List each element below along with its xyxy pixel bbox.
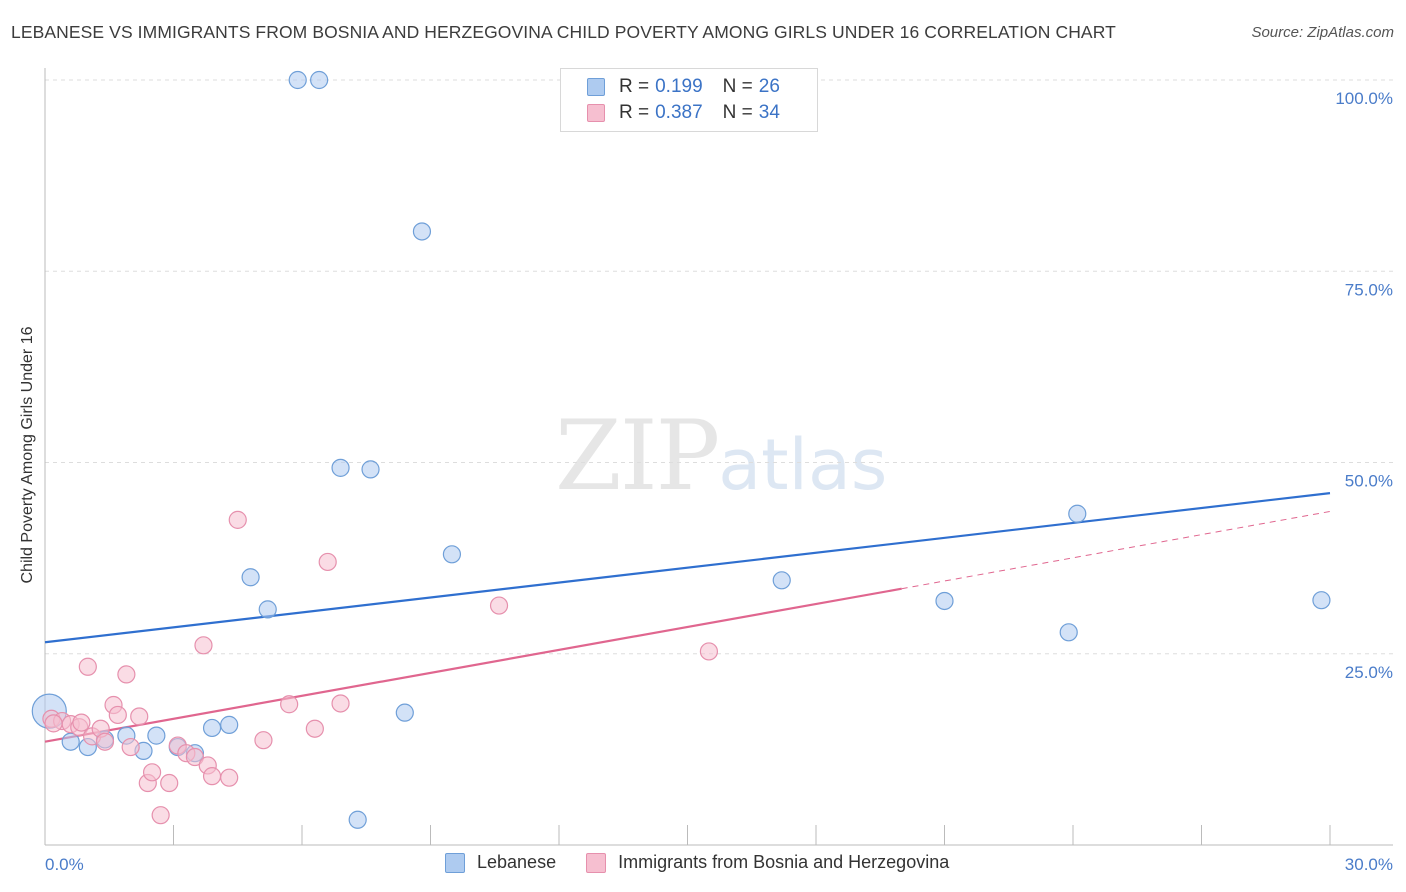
point-bosnia xyxy=(185,747,205,767)
legend-swatch-pink xyxy=(587,104,605,122)
trend-line-bosnia xyxy=(44,587,902,743)
point-bosnia xyxy=(95,732,115,751)
point-bosnia xyxy=(108,705,127,725)
legend-r-label: R = xyxy=(619,102,650,123)
legend-row-bosnia: R = 0.387 N = 34 xyxy=(587,101,780,125)
y-tick-label: 75.0% xyxy=(1345,280,1393,299)
trend-line-lebanese xyxy=(44,492,1331,644)
point-bosnia xyxy=(117,665,136,684)
chart-title: LEBANESE VS IMMIGRANTS FROM BOSNIA AND H… xyxy=(11,22,1116,42)
point-lebanese xyxy=(1068,504,1087,523)
tick-labels: 25.0% 50.0% 75.0% 100.0% 0.0% 30.0% xyxy=(45,89,1393,874)
point-bosnia xyxy=(318,552,337,572)
axes xyxy=(44,68,1393,846)
point-bosnia xyxy=(254,731,273,750)
point-lebanese xyxy=(442,545,462,564)
legend-n-label: N = xyxy=(722,76,753,97)
trend-lines xyxy=(44,492,1331,743)
point-lebanese xyxy=(1312,591,1331,610)
source-label: Source: ZipAtlas.com xyxy=(1251,24,1394,41)
point-lebanese xyxy=(147,726,166,745)
point-bosnia xyxy=(121,737,140,757)
x-tick-label: 0.0% xyxy=(45,855,84,874)
legend-swatch-pink xyxy=(586,852,607,873)
trend-line-bosnia-extension xyxy=(901,510,1331,590)
point-lebanese xyxy=(258,600,277,619)
y-tick-label: 50.0% xyxy=(1345,472,1393,491)
point-bosnia xyxy=(72,713,91,732)
point-bosnia xyxy=(194,636,213,655)
point-bosnia xyxy=(44,714,63,733)
point-bosnia xyxy=(160,773,179,793)
legend-row-lebanese: R = 0.199 N = 26 xyxy=(587,75,780,99)
legend-label-lebanese: Lebanese xyxy=(477,852,557,872)
point-lebanese xyxy=(348,810,367,829)
y-tick-label: 100.0% xyxy=(1335,89,1393,108)
legend-n-label: N = xyxy=(722,102,753,123)
point-lebanese xyxy=(395,703,414,722)
point-bosnia xyxy=(130,707,149,726)
legend-label-bosnia: Immigrants from Bosnia and Herzegovina xyxy=(618,852,950,872)
point-lebanese xyxy=(288,70,307,90)
legend-swatch-blue xyxy=(587,78,605,96)
legend-r-value: 0.199 xyxy=(655,76,703,97)
point-lebanese xyxy=(412,222,432,241)
watermark-zip: ZIP xyxy=(555,400,720,512)
point-bosnia xyxy=(699,642,719,661)
correlation-legend: R = 0.199 N = 26 R = 0.387 N = 34 xyxy=(560,68,818,132)
point-bosnia xyxy=(228,510,247,529)
point-lebanese xyxy=(331,458,350,477)
grid-lines xyxy=(45,79,1393,655)
legend-r-value: 0.387 xyxy=(655,102,703,123)
point-bosnia xyxy=(151,806,170,825)
watermark-atlas: atlas xyxy=(718,424,888,506)
legend-r-label: R = xyxy=(619,76,650,97)
legend-swatch-blue xyxy=(445,852,465,873)
point-bosnia xyxy=(142,763,162,782)
point-bosnia xyxy=(305,719,324,738)
point-lebanese xyxy=(220,715,239,734)
point-bosnia xyxy=(78,657,97,676)
point-bosnia xyxy=(280,695,299,714)
point-lebanese xyxy=(202,718,222,738)
legend-n-value: 26 xyxy=(758,76,780,97)
point-bosnia xyxy=(489,596,509,615)
point-lebanese xyxy=(772,571,791,590)
x-tick-label: 30.0% xyxy=(1345,855,1393,874)
y-tick-label: 25.0% xyxy=(1345,663,1393,682)
point-lebanese xyxy=(1059,623,1078,642)
legend-item-lebanese[interactable]: Lebanese xyxy=(445,852,556,873)
point-lebanese xyxy=(310,70,329,90)
point-lebanese xyxy=(935,591,954,611)
data-points xyxy=(31,70,1331,829)
point-bosnia xyxy=(202,767,222,786)
point-bosnia xyxy=(331,694,350,713)
legend-n-value: 34 xyxy=(758,102,780,123)
series-legend: Lebanese Immigrants from Bosnia and Herz… xyxy=(445,852,979,873)
point-lebanese xyxy=(361,460,380,479)
point-bosnia xyxy=(220,768,239,787)
legend-item-bosnia[interactable]: Immigrants from Bosnia and Herzegovina xyxy=(586,852,949,873)
watermark: ZIPatlas xyxy=(555,400,887,512)
point-lebanese xyxy=(241,568,260,587)
